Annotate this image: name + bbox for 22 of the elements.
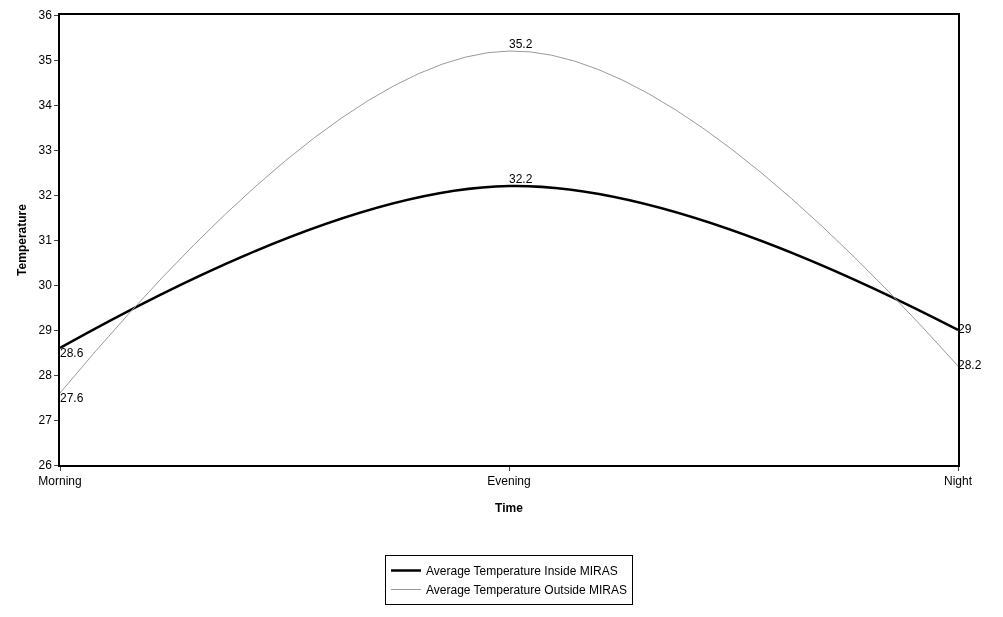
legend-label: Average Temperature Outside MIRAS [426,583,627,598]
y-tick-label: 36 [38,8,53,23]
y-tick-label: 33 [38,143,53,158]
x-tick-label: Morning [38,474,82,489]
y-tick-label: 34 [38,98,53,113]
legend-label: Average Temperature Inside MIRAS [426,564,618,579]
data-label: 35.2 [509,37,533,51]
y-tick-label: 32 [38,188,53,203]
y-tick-label: 28 [38,368,53,383]
x-tick-label: Night [943,474,973,489]
y-tick-label: 35 [38,53,53,68]
x-tick-label: Evening [487,474,531,489]
data-label: 32.2 [509,172,533,186]
y-tick-label: 31 [38,233,53,248]
data-label: 27.6 [60,391,84,405]
y-tick-label: 26 [38,458,53,473]
data-label: 28.6 [60,346,84,360]
y-tick-label: 30 [38,278,53,293]
y-axis-title: Temperature [14,203,29,276]
y-tick-label: 29 [38,323,53,338]
y-tick-label: 27 [38,413,53,428]
x-axis-title: Time [495,500,524,515]
